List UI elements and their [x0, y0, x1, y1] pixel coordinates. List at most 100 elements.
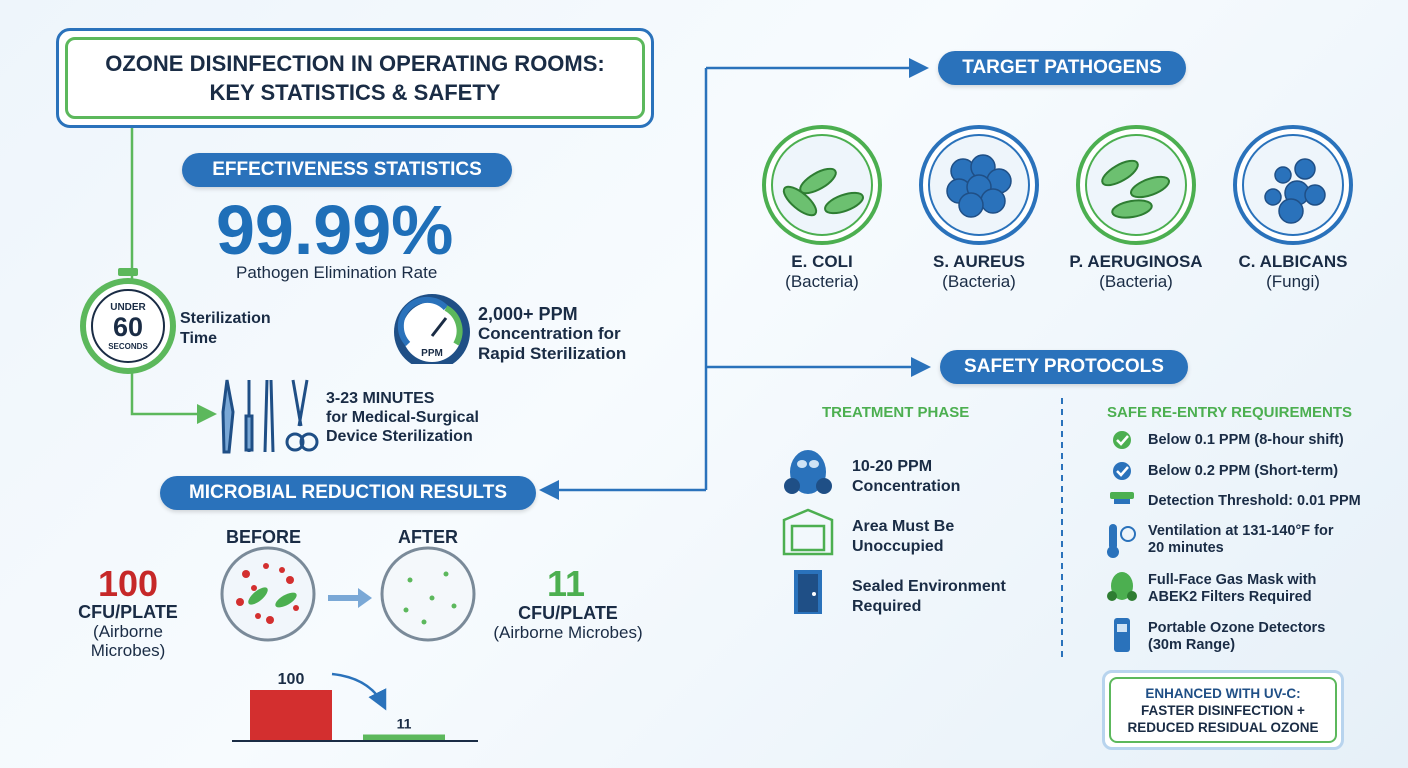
- door-icon: [794, 570, 822, 614]
- item-line: Full-Face Gas Mask with: [1148, 572, 1317, 588]
- unit: CFU/PLATE: [518, 603, 618, 623]
- item-line: Area Must Be: [852, 518, 955, 535]
- reentry-item: Detection Threshold: 0.01 PPM: [1148, 493, 1361, 510]
- item-line: Detection Threshold: 0.01 PPM: [1148, 493, 1361, 509]
- pathogen-kind: (Bacteria): [942, 272, 1016, 291]
- treatment-item: Area Must Be Unoccupied: [852, 517, 954, 557]
- cell: [1130, 175, 1170, 199]
- reentry-item: Below 0.2 PPM (Short-term): [1148, 463, 1338, 480]
- item-line: 20 minutes: [1148, 540, 1224, 556]
- reentry-item: Ventilation at 131-140°F for 20 minutes: [1148, 523, 1334, 557]
- after-unit: CFU/PLATE (Airborne Microbes): [480, 603, 656, 643]
- pathogen-name: C. ALBICANS: [1238, 252, 1348, 271]
- cell: [1101, 159, 1139, 187]
- bar: [250, 690, 332, 740]
- instruments: [221, 379, 319, 454]
- title-frame: OZONE DISINFECTION IN OPERATING ROOMS: K…: [56, 28, 654, 128]
- cell: [1278, 198, 1304, 224]
- sub-heading: TREATMENT PHASE: [822, 404, 970, 421]
- title-line: OZONE DISINFECTION IN OPERATING ROOMS:: [105, 51, 605, 76]
- mask-icon: [1111, 572, 1133, 600]
- gauge-arc: [444, 305, 463, 346]
- treatment-icons: [782, 450, 834, 614]
- section-heading: TARGET PATHOGENS: [938, 51, 1186, 85]
- dish-label: BEFORE: [226, 527, 302, 547]
- label-line: Concentration for: [478, 324, 621, 343]
- label-line: for Medical-Surgical: [326, 409, 479, 426]
- bar-label: 100: [278, 671, 305, 688]
- cell: [1304, 184, 1326, 206]
- uvc-note: ENHANCED WITH UV-C: FASTER DISINFECTION …: [1109, 677, 1337, 743]
- item-line: 10-20 PPM: [852, 458, 933, 475]
- label-line: Rapid Sterilization: [478, 344, 627, 363]
- after-value: 11: [546, 563, 586, 604]
- arrow-head: [358, 588, 372, 608]
- title-line: KEY STATISTICS & SAFETY: [209, 80, 501, 105]
- petri-dish: [380, 546, 476, 642]
- item-line: Unoccupied: [852, 538, 944, 555]
- item-line: Required: [852, 598, 922, 615]
- pathogen-label: P. AERUGINOSA (Bacteria): [1056, 252, 1216, 292]
- reentry-item: Full-Face Gas Mask with ABEK2 Filters Req…: [1148, 572, 1316, 606]
- title: OZONE DISINFECTION IN OPERATING ROOMS: K…: [65, 37, 645, 119]
- pathogen-label: S. AUREUS (Bacteria): [899, 252, 1059, 292]
- item-line: ABEK2 Filters Required: [1148, 589, 1312, 605]
- section-heading: MICROBIAL REDUCTION RESULTS: [160, 476, 536, 510]
- dish-label: AFTER: [398, 527, 458, 547]
- pathogen-name: P. AERUGINOSA: [1069, 252, 1203, 271]
- gauge-arc: [397, 296, 449, 347]
- reentry-item: Portable Ozone Detectors (30m Range): [1148, 620, 1325, 654]
- uvc-line: REDUCED RESIDUAL OZONE: [1127, 719, 1319, 735]
- cell: [1294, 158, 1316, 180]
- microbe: [248, 587, 268, 605]
- trend-arrow: [331, 672, 387, 711]
- cell: [980, 188, 1006, 214]
- pathogen-label: C. ALBICANS (Fungi): [1213, 252, 1373, 292]
- microbes: [403, 571, 457, 625]
- stat-block: 2,000+ PPM Concentration for Rapid Steri…: [478, 304, 626, 364]
- bar: [363, 734, 445, 740]
- reentry-item: Below 0.1 PPM (8-hour shift): [1148, 432, 1344, 449]
- connector-green: [130, 128, 217, 424]
- gauge-face: [402, 302, 462, 362]
- item-line: Sealed Environment: [852, 578, 1006, 595]
- check-icon: [1113, 462, 1131, 480]
- stat-value: 3-23 MINUTES: [326, 390, 435, 407]
- portable-detector-icon: [1114, 618, 1130, 652]
- timer-cap: [118, 268, 138, 276]
- detector-icon: [1110, 492, 1134, 499]
- timer-face: [91, 289, 165, 363]
- room-icon: [782, 508, 834, 556]
- timer-number: 60: [113, 312, 143, 342]
- petri-dishes: [220, 546, 476, 642]
- before-value: 100: [97, 563, 159, 604]
- uvc-line: FASTER DISINFECTION +: [1141, 702, 1305, 718]
- item-line: Below 0.2 PPM (Short-term): [1148, 463, 1339, 479]
- gauge-needle: [430, 317, 448, 337]
- pathogen-name: E. COLI: [791, 252, 853, 271]
- sub-heading: SAFE RE-ENTRY REQUIREMENTS: [1107, 404, 1353, 421]
- treatment-item: Sealed Environment Required: [852, 577, 1006, 617]
- section-heading: SAFETY PROTOCOLS: [940, 350, 1188, 384]
- reduction-bars: 100 11: [232, 671, 478, 742]
- timer-icon: UNDER 60 SECONDS: [80, 268, 176, 374]
- unit: CFU/PLATE: [78, 602, 178, 622]
- pathogen-kind: (Fungi): [1266, 272, 1320, 291]
- label-line: Sterilization: [180, 310, 271, 327]
- gauge-unit: PPM: [421, 348, 443, 359]
- gas-mask-icon: [784, 450, 832, 494]
- section-heading: EFFECTIVENESS STATISTICS: [182, 153, 512, 187]
- cell: [958, 192, 984, 218]
- timer-text: SECONDS: [108, 342, 148, 351]
- pathogen-kind: (Bacteria): [785, 272, 859, 291]
- timer-text: UNDER: [110, 302, 146, 313]
- cell: [1274, 166, 1292, 184]
- cell: [782, 185, 818, 217]
- item-line: Portable Ozone Detectors: [1148, 620, 1326, 636]
- petri-dish: [220, 546, 316, 642]
- pathogen-icons: [762, 125, 1353, 245]
- pathogen-label: E. COLI (Bacteria): [742, 252, 902, 292]
- item-line: Ventilation at 131-140°F for: [1148, 523, 1334, 539]
